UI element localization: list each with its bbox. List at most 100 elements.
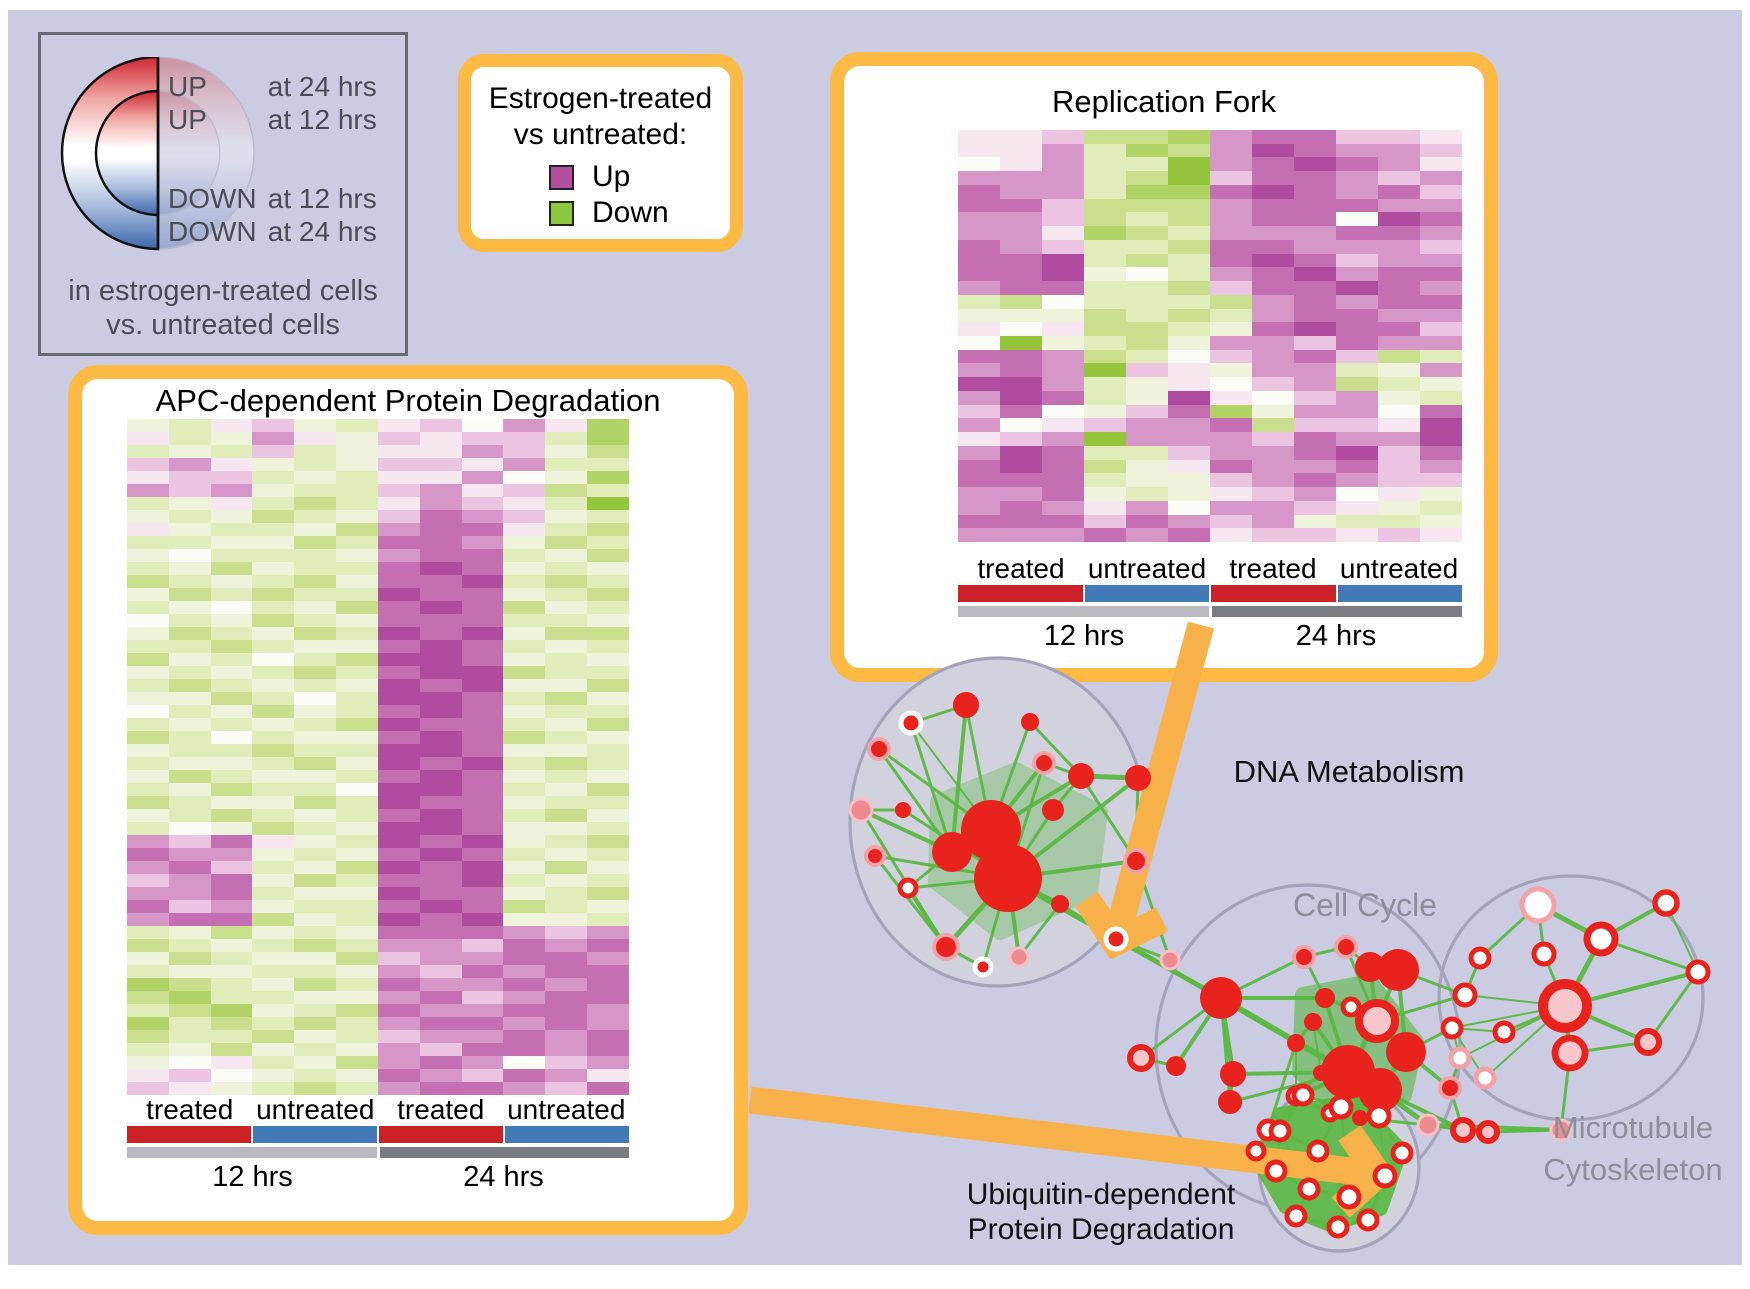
heatmap-row xyxy=(127,913,629,926)
network-node xyxy=(974,844,1042,912)
ring-label-down12: DOWN at 12 hrs xyxy=(168,183,377,215)
heatmap-cell xyxy=(1336,404,1378,419)
down-label: Down xyxy=(592,196,669,229)
heatmap-cell xyxy=(1210,528,1252,543)
heatmap-row xyxy=(958,473,1462,488)
heatmap-cell xyxy=(587,1056,629,1069)
heatmap-cell xyxy=(1378,363,1420,378)
heatmap-cell xyxy=(545,575,588,588)
heatmap-cell xyxy=(587,1030,629,1043)
heatmap-row xyxy=(127,1004,629,1017)
network-node xyxy=(1538,979,1592,1033)
heatmap-cell xyxy=(210,770,253,783)
replication-panel-title: Replication Fork xyxy=(1052,84,1276,119)
heatmap-cell xyxy=(461,991,504,1004)
heatmap-cell xyxy=(377,614,420,627)
condition-bar xyxy=(505,1126,629,1143)
heatmap-cell xyxy=(210,900,253,913)
heatmap-cell xyxy=(252,731,295,744)
ring-label-down24: DOWN at 24 hrs xyxy=(168,216,377,248)
heatmap-cell xyxy=(503,601,546,614)
heatmap-cell xyxy=(461,939,504,952)
heatmap-cell xyxy=(1420,253,1462,268)
heatmap-cell xyxy=(503,744,546,757)
heatmap-cell xyxy=(419,991,462,1004)
heatmap-cell xyxy=(294,809,337,822)
heatmap-cell xyxy=(419,887,462,900)
heatmap-cell xyxy=(1126,239,1168,254)
heatmap-cell xyxy=(1294,445,1336,460)
heatmap-cell xyxy=(461,1056,504,1069)
heatmap-cell xyxy=(419,783,462,796)
heatmap-cell xyxy=(1168,143,1210,158)
heatmap-row xyxy=(958,445,1462,460)
heatmap-cell xyxy=(1168,171,1210,185)
heatmap-cell xyxy=(210,484,253,497)
heatmap-cell xyxy=(503,770,546,783)
heatmap-cell xyxy=(419,939,462,952)
ring-time: at 12 hrs xyxy=(267,104,377,135)
heatmap-cell xyxy=(336,770,378,783)
heatmap-cell xyxy=(1126,198,1168,213)
heatmap-cell xyxy=(587,549,629,562)
updown-ring-diagram xyxy=(60,57,255,251)
heatmap-cell xyxy=(1210,363,1252,378)
heatmap-cell xyxy=(127,965,169,978)
heatmap-cell xyxy=(1042,171,1084,185)
heatmap-cell xyxy=(210,523,253,536)
heatmap-cell xyxy=(1252,390,1294,405)
heatmap-cell xyxy=(294,718,337,731)
heatmap-cell xyxy=(419,835,462,848)
heatmap-cell xyxy=(503,783,546,796)
heatmap-cell xyxy=(252,653,295,666)
network-node xyxy=(1313,1065,1329,1081)
heatmap-cell xyxy=(1210,445,1252,460)
heatmap-row xyxy=(127,835,629,848)
heatmap-cell xyxy=(587,510,629,523)
heatmap-cell xyxy=(1252,322,1294,337)
heatmap-cell xyxy=(1336,281,1378,295)
heatmap-cell xyxy=(1252,130,1294,144)
heatmap-cell xyxy=(958,253,1000,268)
heatmap-cell xyxy=(1042,363,1084,378)
heatmap-cell xyxy=(1420,267,1462,282)
heatmap-cell xyxy=(1294,418,1336,433)
network-node xyxy=(1200,977,1242,1019)
heatmap-cell xyxy=(419,1017,462,1030)
heatmap-row xyxy=(958,418,1462,433)
heatmap-cell xyxy=(127,835,169,848)
heatmap-cell xyxy=(1252,143,1294,158)
heatmap-cell xyxy=(127,653,169,666)
heatmap-cell xyxy=(1168,212,1210,227)
condition-bar xyxy=(127,1126,251,1143)
heatmap-cell xyxy=(587,887,629,900)
heatmap-cell xyxy=(1420,459,1462,474)
heatmap-cell xyxy=(419,1056,462,1069)
heatmap-cell xyxy=(1084,445,1126,460)
heatmap-cell xyxy=(127,419,169,432)
heatmap-cell xyxy=(958,487,1000,501)
heatmap-row xyxy=(127,822,629,835)
heatmap-cell xyxy=(1336,500,1378,515)
heatmap-row xyxy=(958,198,1462,213)
heatmap-cell xyxy=(1084,130,1126,144)
heatmap-cell xyxy=(377,705,420,718)
heatmap-cell xyxy=(1000,226,1042,240)
heatmap-cell xyxy=(294,484,337,497)
heatmap-cell xyxy=(127,588,169,601)
heatmap-cell xyxy=(1000,308,1042,323)
heatmap-cell xyxy=(587,991,629,1004)
legend-item-up: Up xyxy=(549,159,730,195)
time-bar xyxy=(127,1147,377,1158)
heatmap-cell xyxy=(545,614,588,627)
up-label: Up xyxy=(592,160,631,193)
heatmap-cell xyxy=(958,184,1000,199)
heatmap-cell xyxy=(1000,363,1042,378)
heatmap-cell xyxy=(127,536,169,549)
heatmap-cell xyxy=(545,432,588,445)
heatmap-cell xyxy=(1126,281,1168,295)
heatmap-cell xyxy=(419,432,462,445)
heatmap-row xyxy=(958,239,1462,254)
cluster-ellipse xyxy=(1437,874,1705,1122)
network-node xyxy=(1127,1044,1155,1072)
